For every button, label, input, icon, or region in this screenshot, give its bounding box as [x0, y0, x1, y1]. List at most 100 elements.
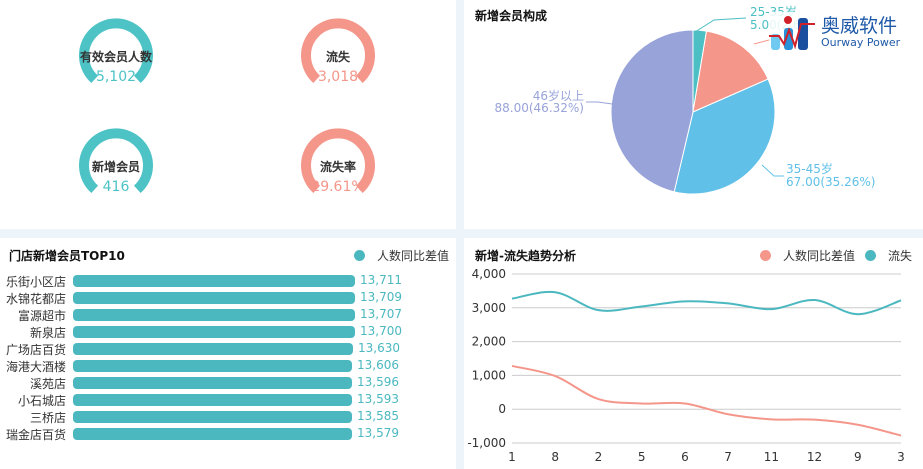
bar[interactable] — [73, 428, 352, 440]
legend-label: 人数同比差值 — [377, 249, 450, 263]
bar-category-label: 富源超市 — [17, 309, 66, 323]
bar-category-label: 广场店百货 — [5, 343, 66, 357]
bar-value-label: 13,579 — [357, 426, 399, 440]
bar[interactable] — [73, 326, 355, 338]
x-tick-label: 5 — [638, 450, 646, 464]
kpi-value: 5,102 — [95, 69, 137, 85]
pie-slice — [610, 29, 694, 193]
pie-title: 新增会员构成 — [475, 9, 548, 23]
bar-value-label: 13,707 — [360, 307, 402, 321]
bar[interactable] — [73, 411, 352, 423]
bar-row: 乐街小区店 13,711 — [0, 273, 456, 289]
logo-mark-icon — [769, 16, 815, 50]
x-tick-label: 3 — [897, 450, 905, 464]
bar[interactable] — [73, 292, 355, 304]
logo: 奥威软件 Ourway Power — [769, 12, 901, 52]
trend-title: 新增-流失趋势分析 — [475, 249, 576, 263]
bar-row: 瑞金店百货 13,579 — [0, 426, 456, 442]
gauge-ring — [79, 128, 153, 194]
kpi-gauge-valid-members: 有效会员人数 5,102 — [76, 18, 156, 98]
bar-row: 新泉店 13,700 — [0, 324, 456, 340]
kpi-label: 流失率 — [319, 160, 356, 174]
kpi-gauge-churn: 流失 3,018 — [298, 18, 378, 98]
pie-panel: 新增会员构成 25-35岁5.00(2.635-45岁67.00(35.26%)… — [464, 0, 923, 229]
kpi-gauge-churn-rate: 流失率 29.61% — [298, 128, 378, 208]
bar-category-label: 海港大酒楼 — [5, 360, 66, 374]
bar-row: 小石城店 13,593 — [0, 392, 456, 408]
pie-chart: 25-35岁5.00(2.635-45岁67.00(35.26%)46岁以上88… — [495, 4, 875, 195]
pie-slice — [673, 78, 776, 195]
logo-en: Ourway Power — [821, 35, 901, 49]
gauge-ring — [301, 18, 375, 84]
x-tick-label: 1 — [508, 450, 516, 464]
bar-row: 溪苑店 13,596 — [0, 375, 456, 391]
top10-panel: 门店新增会员TOP10 人数同比差值 乐街小区店 13,711 水锦花都店 13,70… — [0, 238, 456, 469]
pie-label-line — [586, 101, 613, 105]
y-tick-label: 0 — [498, 402, 506, 416]
y-tick-label: -1,000 — [467, 436, 506, 450]
bar[interactable] — [73, 360, 352, 372]
kpi-panel: 有效会员人数 5,102 流失 3,018 新增会员 416 流失率 29.61… — [0, 0, 456, 229]
trend-legend-item[interactable]: 人数同比差值 — [760, 247, 855, 264]
trend-panel: 新增-流失趋势分析 人数同比差值 流失 4,000 3,000 2,000 1,000… — [464, 238, 923, 469]
x-tick-label: 7 — [724, 450, 732, 464]
y-tick-label: 2,000 — [472, 335, 506, 349]
x-tick-label: 8 — [551, 450, 559, 464]
kpi-value: 3,018 — [317, 69, 359, 85]
x-tick-label: 11 — [764, 450, 779, 464]
bar-category-label: 乐街小区店 — [5, 275, 66, 289]
bar-value-label: 13,630 — [358, 341, 400, 355]
bar-category-label: 三桥店 — [29, 411, 66, 425]
series-line — [511, 290, 902, 316]
bar-value-label: 13,585 — [357, 409, 399, 423]
legend-dot — [760, 250, 771, 261]
kpi-label: 新增会员 — [91, 160, 140, 174]
legend-label: 人数同比差值 — [783, 249, 856, 263]
x-tick-label: 6 — [681, 450, 689, 464]
bar-category-label: 小石城店 — [17, 394, 66, 408]
pie-slice — [692, 30, 769, 113]
gauge-ring — [79, 18, 153, 84]
top10-legend[interactable]: 人数同比差值 — [354, 247, 449, 264]
bar-row: 三桥店 13,585 — [0, 409, 456, 425]
legend-label: 流失 — [888, 249, 913, 263]
bar-row: 水锦花都店 13,709 — [0, 290, 456, 306]
bar[interactable] — [73, 275, 355, 287]
gauge-ring — [301, 128, 375, 194]
x-tick-label: 9 — [854, 450, 862, 464]
trend-legend-item[interactable]: 流失 — [865, 247, 912, 264]
kpi-gauge-new-members: 新增会员 416 — [76, 128, 156, 208]
bar[interactable] — [73, 343, 353, 355]
kpi-label: 流失 — [325, 50, 350, 64]
bar[interactable] — [73, 377, 352, 389]
x-tick-label: 12 — [807, 450, 822, 464]
pie-label-line — [761, 164, 784, 177]
bar[interactable] — [73, 309, 355, 321]
legend-dot — [865, 250, 876, 261]
bar-value-label: 13,711 — [360, 273, 402, 287]
pie-label-line — [694, 17, 747, 33]
y-tick-label: 3,000 — [472, 301, 506, 315]
series-line — [511, 364, 902, 437]
pie-label-category: 46岁以上 — [533, 88, 584, 103]
kpi-label: 有效会员人数 — [79, 50, 152, 64]
bar-row: 广场店百货 13,630 — [0, 341, 456, 357]
bar-value-label: 13,596 — [357, 375, 399, 389]
y-tick-label: 1,000 — [472, 368, 506, 382]
x-tick-label: 2 — [595, 450, 603, 464]
bar-row: 富源超市 13,707 — [0, 307, 456, 323]
bar-category-label: 新泉店 — [29, 326, 66, 340]
bar-value-label: 13,606 — [357, 358, 399, 372]
bar[interactable] — [73, 394, 352, 406]
bar-category-label: 水锦花都店 — [5, 292, 66, 306]
bar-category-label: 溪苑店 — [29, 377, 66, 391]
y-tick-label: 4,000 — [472, 267, 506, 281]
bar-row: 海港大酒楼 13,606 — [0, 358, 456, 374]
pie-label-value: 67.00(35.26%) — [786, 175, 875, 189]
legend-dot — [354, 250, 365, 261]
pie-label-category: 35-45岁 — [786, 161, 833, 176]
bar-value-label: 13,700 — [360, 324, 402, 338]
bar-value-label: 13,593 — [357, 392, 399, 406]
top10-title: 门店新增会员TOP10 — [9, 249, 125, 263]
